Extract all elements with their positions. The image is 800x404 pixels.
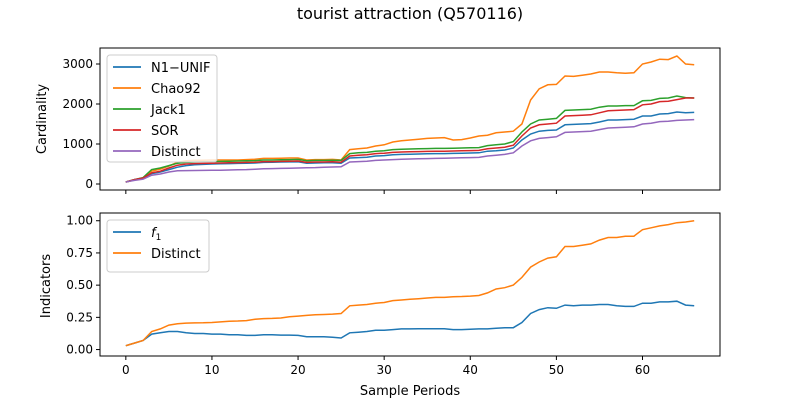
series-line-0-2 — [125, 95, 695, 183]
xtick-label-1-6: 60 — [635, 363, 650, 377]
chart-title: tourist attraction (Q570116) — [297, 4, 523, 23]
ytick-label-0-1: 1000 — [62, 137, 93, 151]
legend-label-0-1: Chao92 — [151, 82, 201, 97]
legend-label-0-2: Jack1 — [150, 103, 186, 118]
cardinality-ylabel: Cardinality — [35, 84, 50, 155]
legend-frame-1 — [106, 219, 210, 273]
ytick-label-1-3: 0.75 — [66, 246, 93, 260]
xtick-label-1-5: 50 — [549, 363, 564, 377]
series-line-1-0 — [125, 300, 695, 347]
legend-frame-0 — [106, 54, 218, 163]
xtick-label-1-3: 30 — [377, 363, 392, 377]
series-line-0-0 — [125, 111, 695, 183]
ytick-label-1-4: 1.00 — [66, 214, 93, 228]
legend-label-0-4: Distinct — [151, 145, 201, 160]
legend-label-1-0: f1 — [151, 226, 161, 243]
ytick-label-1-1: 0.25 — [66, 310, 93, 324]
ytick-label-0-3: 3000 — [62, 57, 93, 71]
xtick-label-1-0: 0 — [122, 363, 130, 377]
legend-label-0-3: SOR — [151, 124, 179, 139]
indicators-plot-area — [99, 212, 721, 357]
xtick-label-1-4: 40 — [463, 363, 478, 377]
legend-label-0-0: N1−UNIF — [151, 61, 210, 76]
series-line-1-1 — [125, 219, 695, 347]
series-line-0-1 — [125, 55, 695, 183]
ytick-label-0-2: 2000 — [62, 97, 93, 111]
ytick-label-1-0: 0.00 — [66, 343, 93, 357]
indicators-ylabel: Indicators — [39, 254, 54, 318]
cardinality-plot-area — [99, 47, 721, 191]
indicators-xlabel: Sample Periods — [360, 384, 460, 399]
series-line-0-4 — [125, 118, 695, 183]
cardinality-panel: 0 1000 2000 3000 Cardinality N1−UNIF Chao92 J… — [35, 47, 721, 194]
indicators-legend: f1 Distinct — [106, 219, 210, 273]
legend-label-1-1: Distinct — [151, 247, 201, 262]
xtick-label-1-2: 20 — [290, 363, 305, 377]
ytick-label-1-2: 0.50 — [66, 278, 93, 292]
cardinality-legend: N1−UNIF Chao92 Jack1 SOR Distinct — [106, 54, 218, 163]
indicators-panel: 0 10 20 30 40 50 60 0.00 0.25 0.50 0.75 1.00 Indic… — [39, 212, 721, 399]
xtick-label-1-1: 10 — [204, 363, 219, 377]
series-line-0-3 — [125, 97, 695, 183]
ytick-label-0-0: 0 — [85, 177, 93, 191]
